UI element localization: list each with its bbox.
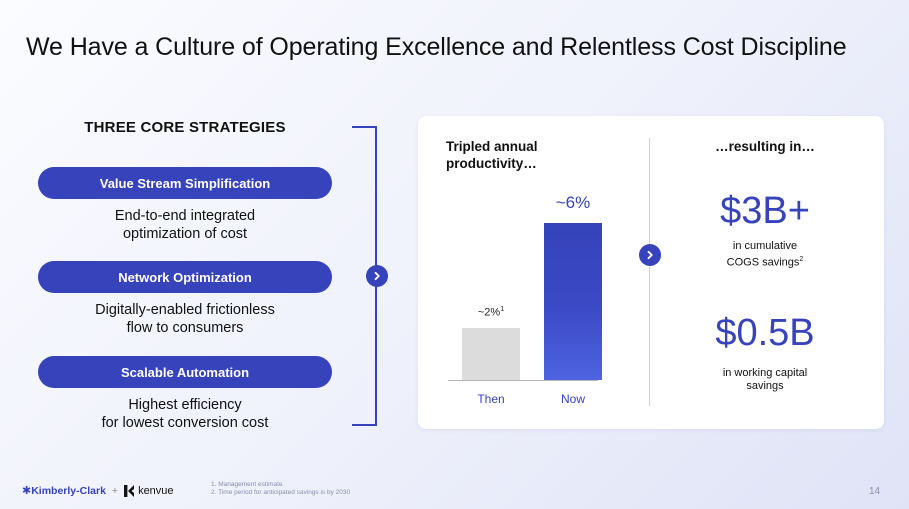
bar-now — [544, 223, 602, 380]
chevron-right-icon — [639, 244, 661, 266]
metric-caption-line: COGS savings2 — [690, 253, 840, 270]
footer-logos: ✱Kimberly-Clark + kenvue — [22, 484, 174, 497]
productivity-chart: ~2%1 Then ~6% Now — [448, 180, 618, 410]
metric-caption-text: COGS savings — [726, 256, 800, 269]
strategy-desc-line: End-to-end integrated — [114, 208, 256, 224]
brand-name: kenvue — [138, 484, 174, 497]
bar-category-label: Now — [560, 392, 585, 406]
strategy-desc-value-stream: End-to-end integrated optimization of co… — [38, 207, 332, 243]
strategy-desc-network: Digitally-enabled frictionless flow to c… — [38, 301, 332, 337]
kenvue-logo: kenvue — [124, 484, 174, 497]
metric-caption-line: in cumulative — [732, 240, 798, 252]
productivity-heading-line: productivity… — [446, 156, 537, 171]
metric-caption-line: savings — [746, 380, 784, 392]
kimberly-clark-logo: ✱Kimberly-Clark — [22, 485, 106, 497]
brand-name: Kimberly-Clark — [31, 485, 106, 497]
footnote-ref: 1 — [500, 305, 505, 313]
bar-data-label: ~2%1 — [462, 306, 520, 319]
productivity-heading: Tripled annual productivity… — [446, 138, 538, 172]
page-number: 14 — [869, 486, 881, 497]
results-heading: …resulting in… — [715, 139, 815, 154]
bar-data-label-text: ~6% — [555, 193, 591, 213]
strategy-pill-label: Scalable Automation — [120, 364, 250, 380]
kenvue-mark-icon — [124, 484, 135, 497]
metric-working-capital-value: $0.5B — [715, 312, 815, 354]
chevron-right-icon — [366, 265, 388, 287]
productivity-heading-line: Tripled annual — [446, 139, 538, 154]
strategy-desc-automation: Highest efficiency for lowest conversion… — [38, 396, 332, 432]
bar-then — [462, 327, 520, 380]
bar-category-label: Then — [477, 392, 505, 406]
strategy-pill-value-stream: Value Stream Simplification — [38, 167, 332, 199]
metric-cogs-caption: in cumulative COGS savings2 — [690, 240, 840, 270]
strategy-desc-line: flow to consumers — [126, 320, 244, 336]
metric-cogs-value: $3B+ — [720, 190, 810, 232]
footnote-ref: 2 — [799, 256, 804, 263]
strategy-pill-automation: Scalable Automation — [38, 356, 332, 388]
metric-working-capital-caption: in working capital savings — [690, 367, 840, 393]
strategy-pill-label: Value Stream Simplification — [99, 175, 271, 191]
bar-data-label-text: ~2% — [477, 306, 501, 319]
bar-data-label: ~6% — [544, 193, 602, 213]
card-divider — [649, 138, 650, 406]
chart-baseline — [448, 380, 598, 381]
footnote: 1. Management estimate — [211, 481, 283, 488]
plus-sign: + — [111, 484, 119, 497]
strategy-pill-label: Network Optimization — [118, 269, 252, 285]
strategies-heading: THREE CORE STRATEGIES — [84, 119, 286, 136]
strategy-desc-line: Highest efficiency — [128, 397, 242, 413]
footnote: 2. Time period for anticipated savings i… — [211, 489, 351, 496]
strategy-pill-network: Network Optimization — [38, 261, 332, 293]
strategy-desc-line: Digitally-enabled frictionless — [95, 302, 275, 318]
strategy-desc-line: for lowest conversion cost — [101, 415, 269, 431]
metric-caption-line: in working capital — [722, 367, 808, 379]
strategy-desc-line: optimization of cost — [122, 226, 248, 242]
footnotes: 1. Management estimate 2. Time period fo… — [211, 481, 350, 497]
page-title: We Have a Culture of Operating Excellenc… — [26, 33, 847, 61]
